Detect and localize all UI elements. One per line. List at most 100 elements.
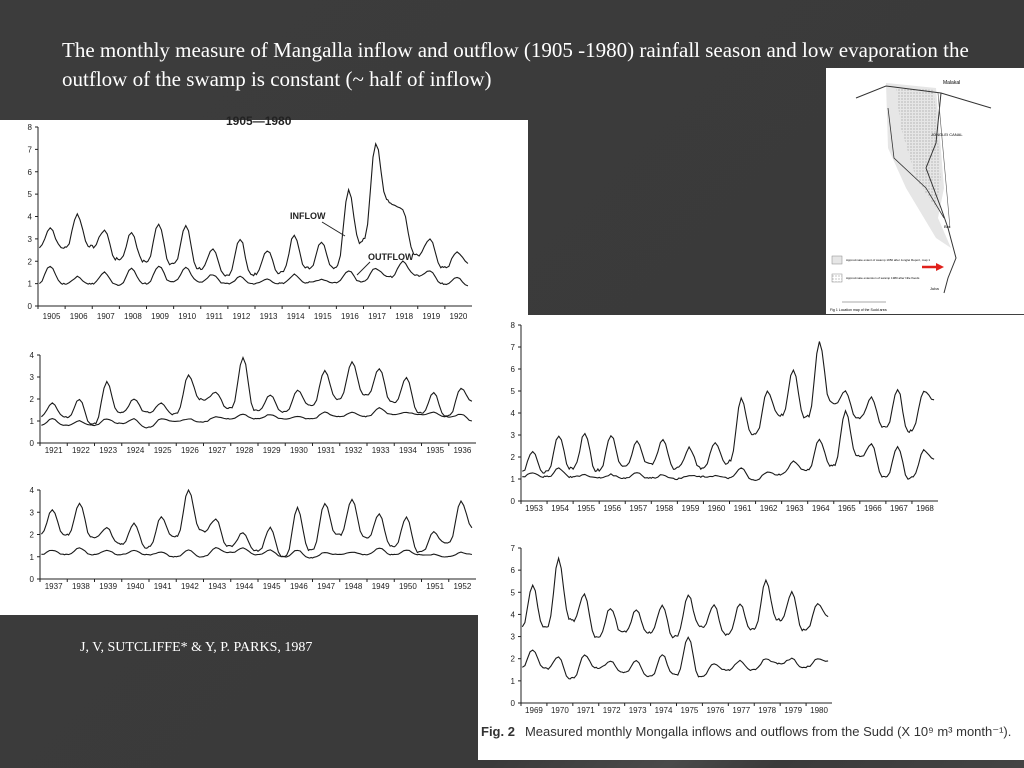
x-tick-label: 1948 xyxy=(344,582,362,591)
x-tick-label: 1940 xyxy=(126,582,144,591)
map-legend-2: Approximate extension of swamp 1980 afte… xyxy=(846,276,920,280)
y-tick-label: 6 xyxy=(511,365,516,374)
inflow-line xyxy=(522,341,935,474)
x-tick-label: 1977 xyxy=(732,706,750,715)
y-tick-label: 5 xyxy=(511,588,516,597)
y-tick-label: 0 xyxy=(511,497,516,506)
x-tick-label: 1922 xyxy=(72,446,90,455)
x-tick-label: 1961 xyxy=(734,504,752,513)
x-tick-label: 1921 xyxy=(45,446,63,455)
x-tick-label: 1944 xyxy=(235,582,253,591)
outflow-line xyxy=(41,406,473,429)
outflow-line xyxy=(39,260,469,287)
inflow-line xyxy=(521,556,829,639)
x-tick-label: 1953 xyxy=(525,504,543,513)
x-tick-label: 1975 xyxy=(681,706,699,715)
x-tick-label: 1964 xyxy=(812,504,830,513)
x-tick-label: 1936 xyxy=(453,446,471,455)
y-tick-label: 1 xyxy=(511,677,516,686)
slide-title: The monthly measure of Mangalla inflow a… xyxy=(62,38,969,91)
y-tick-label: 0 xyxy=(30,575,35,584)
x-tick-label: 1915 xyxy=(314,312,332,321)
y-tick-label: 4 xyxy=(511,409,516,418)
x-tick-label: 1919 xyxy=(422,312,440,321)
map-label-canal: JONGLEI CANAL xyxy=(931,132,963,137)
x-tick-label: 1956 xyxy=(603,504,621,513)
x-tick-label: 1973 xyxy=(629,706,647,715)
x-tick-label: 1959 xyxy=(682,504,700,513)
outflow-line xyxy=(522,409,935,481)
y-tick-label: 0 xyxy=(28,302,33,311)
y-tick-label: 3 xyxy=(511,431,516,440)
y-tick-label: 8 xyxy=(511,321,516,330)
outflow-arrow xyxy=(356,261,371,276)
y-tick-label: 2 xyxy=(30,395,35,404)
x-tick-label: 1955 xyxy=(577,504,595,513)
y-tick-label: 2 xyxy=(30,531,35,540)
x-tick-label: 1939 xyxy=(99,582,117,591)
x-tick-label: 1930 xyxy=(290,446,308,455)
inflow-annotation: INFLOW xyxy=(290,211,326,221)
x-tick-label: 1908 xyxy=(124,312,142,321)
x-tick-label: 1979 xyxy=(784,706,802,715)
outflow-line xyxy=(41,547,473,559)
x-tick-label: 1929 xyxy=(263,446,281,455)
y-tick-label: 7 xyxy=(511,544,516,553)
y-tick-label: 4 xyxy=(511,610,516,619)
x-tick-label: 1958 xyxy=(655,504,673,513)
x-tick-label: 1931 xyxy=(317,446,335,455)
x-tick-label: 1932 xyxy=(344,446,362,455)
x-tick-label: 1924 xyxy=(126,446,144,455)
inflow-line xyxy=(40,488,473,558)
inflow-line xyxy=(41,355,473,425)
y-tick-label: 1 xyxy=(28,280,33,289)
x-tick-label: 1960 xyxy=(708,504,726,513)
map-label-malakal: Malakal xyxy=(943,80,960,86)
map-legend-1: Approximate extent of swamp 1950 after J… xyxy=(846,258,930,262)
figure-1953-1980 xyxy=(478,315,1024,760)
x-tick-label: 1927 xyxy=(208,446,226,455)
x-tick-label: 1946 xyxy=(290,582,308,591)
caption-text: Measured monthly Mongalla inflows and ou… xyxy=(524,724,1012,739)
x-tick-label: 1962 xyxy=(760,504,778,513)
map-label-bor: Bor xyxy=(944,224,951,229)
x-tick-label: 1966 xyxy=(864,504,882,513)
x-tick-label: 1951 xyxy=(426,582,444,591)
x-tick-label: 1952 xyxy=(453,582,471,591)
x-tick-label: 1969 xyxy=(525,706,543,715)
y-tick-label: 3 xyxy=(511,633,516,642)
y-tick-label: 1 xyxy=(30,553,35,562)
x-tick-label: 1967 xyxy=(890,504,908,513)
y-tick-label: 0 xyxy=(30,439,35,448)
x-tick-label: 1912 xyxy=(233,312,251,321)
x-tick-label: 1950 xyxy=(399,582,417,591)
x-tick-label: 1934 xyxy=(399,446,417,455)
y-tick-label: 3 xyxy=(30,508,35,517)
map-caption: Fig 1 Location map of the Sudd area xyxy=(830,308,887,312)
y-tick-label: 4 xyxy=(30,351,35,360)
x-tick-label: 1905 xyxy=(43,312,61,321)
x-tick-label: 1957 xyxy=(629,504,647,513)
y-tick-label: 6 xyxy=(511,566,516,575)
y-tick-label: 5 xyxy=(511,387,516,396)
x-tick-label: 1968 xyxy=(916,504,934,513)
x-tick-label: 1918 xyxy=(395,312,413,321)
x-tick-label: 1937 xyxy=(45,582,63,591)
y-tick-label: 4 xyxy=(28,213,33,222)
x-tick-label: 1911 xyxy=(206,312,224,321)
x-tick-label: 1949 xyxy=(372,582,390,591)
y-tick-label: 3 xyxy=(30,373,35,382)
y-tick-label: 1 xyxy=(30,417,35,426)
x-tick-label: 1972 xyxy=(603,706,621,715)
x-tick-label: 1941 xyxy=(154,582,172,591)
x-tick-label: 1913 xyxy=(260,312,278,321)
x-tick-label: 1942 xyxy=(181,582,199,591)
x-tick-label: 1928 xyxy=(235,446,253,455)
x-tick-label: 1970 xyxy=(551,706,569,715)
x-tick-label: 1914 xyxy=(287,312,305,321)
figure-caption: Fig. 2 Measured monthly Mongalla inflows … xyxy=(481,724,1021,739)
y-tick-label: 8 xyxy=(28,123,33,132)
x-tick-label: 1935 xyxy=(426,446,444,455)
x-tick-label: 1978 xyxy=(758,706,776,715)
